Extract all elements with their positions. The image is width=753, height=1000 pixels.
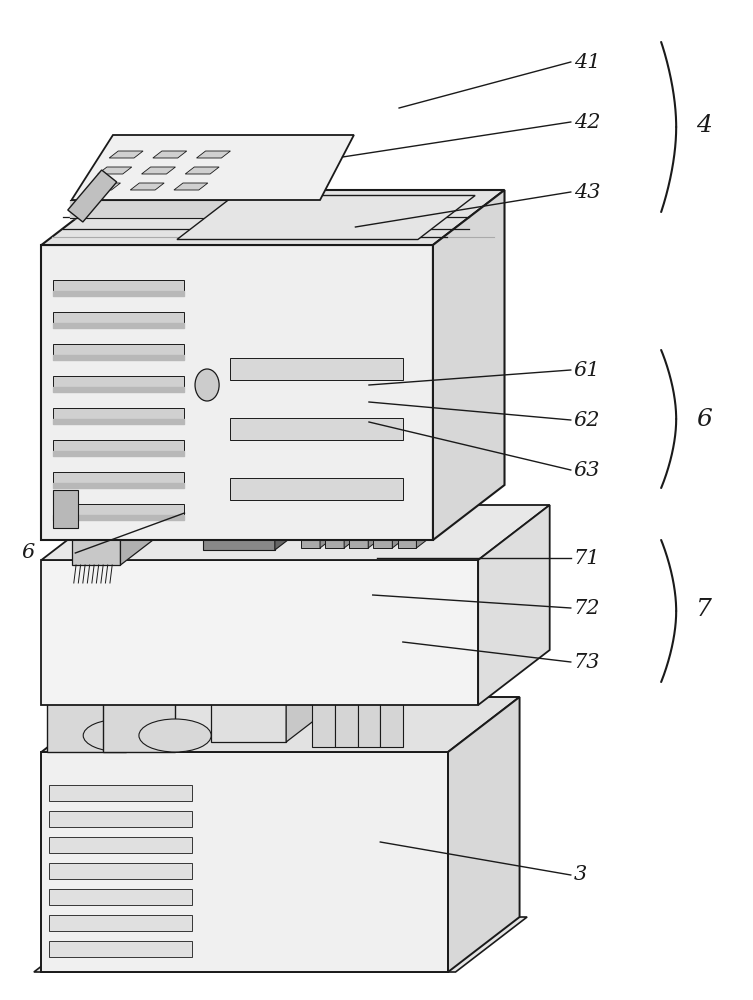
Text: 41: 41 — [574, 52, 600, 72]
Text: 3: 3 — [574, 865, 587, 884]
Polygon shape — [185, 167, 219, 174]
Polygon shape — [53, 408, 184, 424]
Polygon shape — [34, 917, 527, 972]
Ellipse shape — [357, 666, 380, 691]
Polygon shape — [130, 183, 164, 190]
Text: 43: 43 — [574, 182, 600, 202]
Polygon shape — [286, 634, 336, 742]
Polygon shape — [177, 196, 475, 239]
Polygon shape — [120, 457, 163, 565]
Polygon shape — [368, 488, 397, 548]
Polygon shape — [53, 490, 78, 528]
Ellipse shape — [139, 641, 211, 674]
Polygon shape — [312, 692, 335, 747]
Polygon shape — [398, 488, 445, 510]
Text: 6: 6 — [696, 408, 712, 432]
Polygon shape — [98, 167, 132, 174]
Polygon shape — [41, 505, 550, 560]
Polygon shape — [53, 376, 184, 392]
Ellipse shape — [401, 666, 424, 691]
Ellipse shape — [83, 719, 161, 752]
Text: 63: 63 — [574, 460, 600, 480]
Polygon shape — [49, 915, 192, 931]
Polygon shape — [416, 488, 445, 548]
Polygon shape — [49, 941, 192, 957]
Polygon shape — [41, 190, 505, 245]
Polygon shape — [349, 510, 368, 548]
Polygon shape — [49, 889, 192, 905]
Polygon shape — [203, 502, 275, 550]
Polygon shape — [53, 280, 184, 296]
Polygon shape — [53, 504, 184, 520]
Polygon shape — [49, 837, 192, 853]
Polygon shape — [344, 488, 373, 548]
Polygon shape — [230, 478, 403, 500]
Ellipse shape — [379, 666, 402, 691]
Polygon shape — [153, 151, 187, 158]
Polygon shape — [49, 785, 192, 801]
Polygon shape — [275, 475, 310, 550]
Polygon shape — [47, 667, 126, 752]
Polygon shape — [211, 634, 336, 672]
Polygon shape — [358, 692, 380, 747]
Polygon shape — [380, 692, 403, 747]
Polygon shape — [53, 344, 184, 360]
Ellipse shape — [83, 634, 161, 667]
Polygon shape — [103, 674, 175, 752]
Polygon shape — [325, 488, 373, 510]
Text: 73: 73 — [574, 652, 600, 672]
Text: 6: 6 — [21, 544, 35, 562]
Polygon shape — [41, 560, 478, 705]
Polygon shape — [320, 488, 349, 548]
Polygon shape — [335, 692, 358, 747]
Ellipse shape — [139, 719, 211, 752]
Polygon shape — [72, 135, 354, 200]
Text: 42: 42 — [574, 112, 600, 131]
Text: 7: 7 — [696, 598, 712, 621]
Polygon shape — [72, 457, 163, 490]
Polygon shape — [230, 418, 403, 440]
Polygon shape — [301, 488, 349, 510]
Polygon shape — [49, 811, 192, 827]
Polygon shape — [70, 200, 424, 218]
Polygon shape — [41, 245, 433, 540]
Text: 72: 72 — [574, 598, 600, 617]
Polygon shape — [68, 170, 117, 222]
Polygon shape — [197, 151, 230, 158]
Polygon shape — [109, 151, 143, 158]
Polygon shape — [53, 472, 184, 488]
Polygon shape — [325, 510, 344, 548]
Polygon shape — [448, 697, 520, 972]
Ellipse shape — [334, 666, 357, 691]
Polygon shape — [53, 312, 184, 328]
Polygon shape — [41, 752, 448, 972]
Polygon shape — [478, 505, 550, 705]
Polygon shape — [142, 167, 175, 174]
Text: 61: 61 — [574, 360, 600, 379]
Polygon shape — [392, 488, 421, 548]
Polygon shape — [203, 475, 310, 502]
Polygon shape — [433, 190, 505, 540]
Polygon shape — [87, 183, 120, 190]
Polygon shape — [373, 488, 421, 510]
Text: 62: 62 — [574, 410, 600, 430]
Text: 71: 71 — [574, 548, 600, 568]
Text: 4: 4 — [696, 113, 712, 136]
Polygon shape — [41, 697, 520, 752]
Polygon shape — [211, 672, 286, 742]
Polygon shape — [230, 358, 403, 380]
Polygon shape — [174, 183, 208, 190]
Polygon shape — [301, 510, 320, 548]
Polygon shape — [398, 510, 416, 548]
Polygon shape — [49, 863, 192, 879]
Polygon shape — [72, 490, 120, 565]
Polygon shape — [349, 488, 397, 510]
Polygon shape — [53, 440, 184, 456]
Circle shape — [195, 369, 219, 401]
Polygon shape — [373, 510, 392, 548]
